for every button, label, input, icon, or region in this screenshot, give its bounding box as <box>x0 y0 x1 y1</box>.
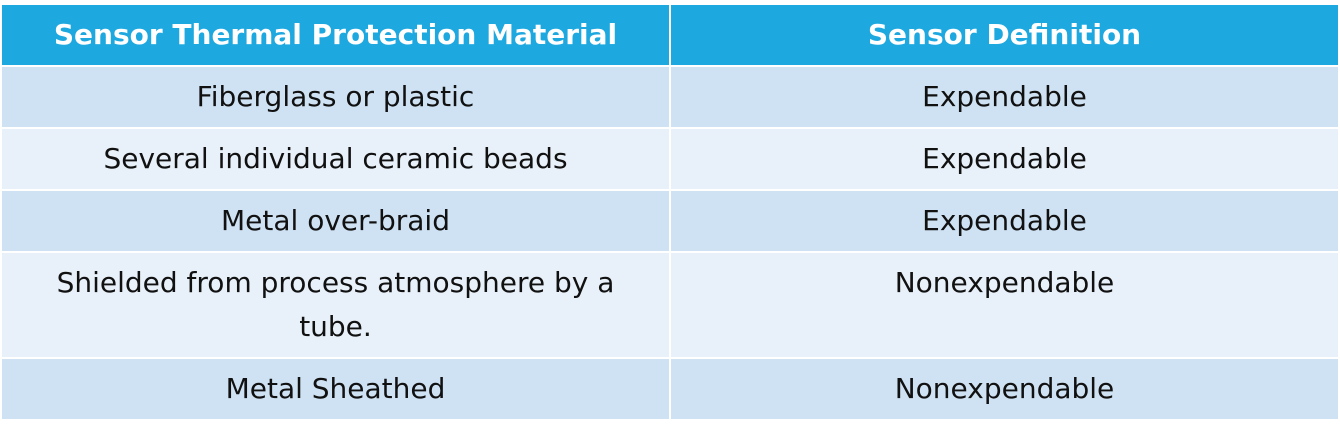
table-row: Several individual ceramic beads Expendab… <box>2 129 1338 189</box>
header-row: Sensor Thermal Protection Material Senso… <box>2 5 1338 65</box>
table-cell: Metal Sheathed <box>2 359 669 419</box>
table-cell: Nonexpendable <box>671 253 1338 357</box>
table-header: Sensor Thermal Protection Material Senso… <box>2 5 1338 65</box>
table-cell: Shielded from process atmosphere by a tu… <box>2 253 669 357</box>
data-table: Sensor Thermal Protection Material Senso… <box>0 3 1340 421</box>
table-cell: Expendable <box>671 129 1338 189</box>
table-cell: Metal over-braid <box>2 191 669 251</box>
table-row: Fiberglass or plastic Expendable <box>2 67 1338 127</box>
header-cell: Sensor Definition <box>671 5 1338 65</box>
page: Sensor Thermal Protection Material Senso… <box>0 3 1340 429</box>
header-cell: Sensor Thermal Protection Material <box>2 5 669 65</box>
table-cell: Expendable <box>671 67 1338 127</box>
table-cell: Several individual ceramic beads <box>2 129 669 189</box>
table-cell: Fiberglass or plastic <box>2 67 669 127</box>
table-row: Metal Sheathed Nonexpendable <box>2 359 1338 419</box>
table-body: Fiberglass or plastic Expendable Several i… <box>2 67 1338 419</box>
table-cell: Expendable <box>671 191 1338 251</box>
table-row: Shielded from process atmosphere by a tu… <box>2 253 1338 357</box>
table-row: Metal over-braid Expendable <box>2 191 1338 251</box>
table-cell: Nonexpendable <box>671 359 1338 419</box>
